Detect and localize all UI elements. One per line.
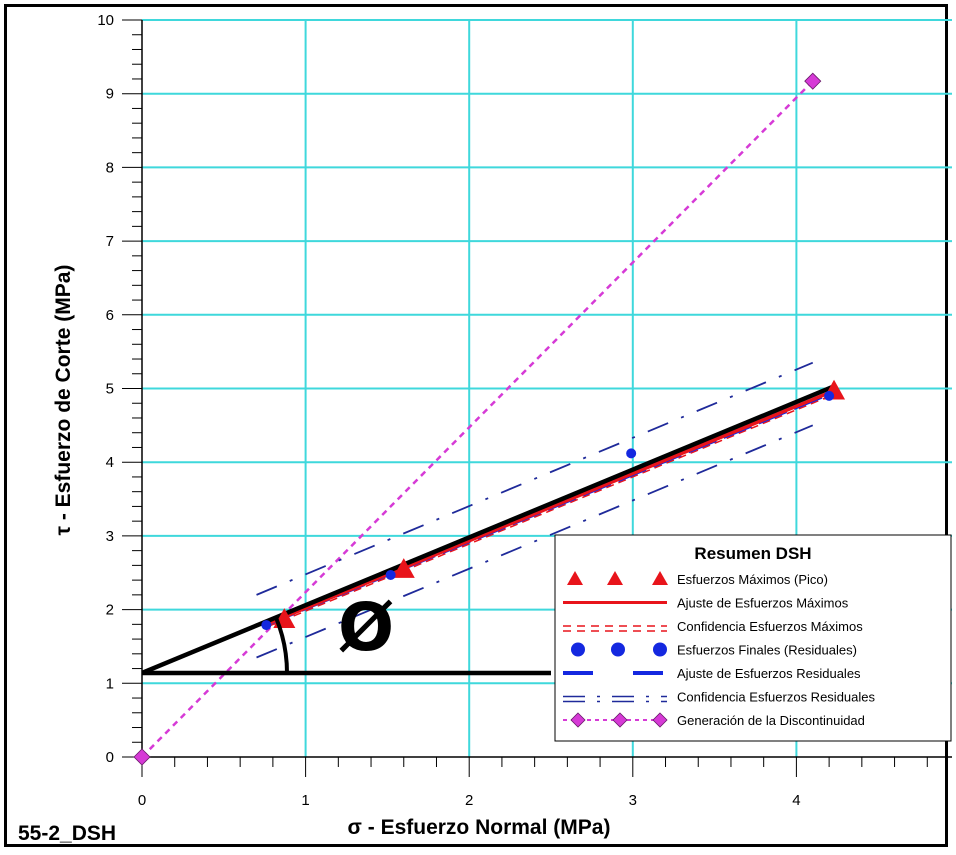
peak-stress-point xyxy=(392,558,415,578)
legend-marker xyxy=(607,571,623,585)
legend-entry: Ajuste de Esfuerzos Máximos xyxy=(563,596,849,611)
legend-label: Confidencia Esfuerzos Máximos xyxy=(677,619,863,634)
y-tick-label: 4 xyxy=(106,454,114,471)
y-axis-title: τ - Esfuerzo de Corte (MPa) xyxy=(52,265,75,536)
y-tick-label: 5 xyxy=(106,381,114,398)
angle-annotation xyxy=(133,72,822,766)
phi-angle-label: Ø xyxy=(338,589,394,666)
legend-marker xyxy=(567,571,583,585)
legend-marker xyxy=(652,571,668,585)
axes xyxy=(122,19,952,777)
x-tick-label: 0 xyxy=(138,792,146,809)
legend-label: Ajuste de Esfuerzos Máximos xyxy=(677,596,849,611)
discontinuity-point xyxy=(133,748,151,766)
y-tick-label: 1 xyxy=(106,675,114,692)
legend-box xyxy=(554,534,952,742)
y-tick-label: 2 xyxy=(106,602,114,619)
residual-stress-point xyxy=(824,390,835,401)
y-tick-label: 9 xyxy=(106,86,114,103)
y-tick-label: 6 xyxy=(106,307,114,324)
legend-entry: Esfuerzos Máximos (Pico) xyxy=(567,571,828,587)
legend-label: Ajuste de Esfuerzos Residuales xyxy=(677,666,861,681)
legend-symbol xyxy=(563,695,667,703)
y-tick-label: 10 xyxy=(97,12,114,29)
sample-code-label: 55-2_DSH xyxy=(18,822,116,845)
x-axis-title: σ - Esfuerzo Normal (MPa) xyxy=(348,816,611,839)
y-tick-label: 3 xyxy=(106,528,114,545)
peak-fit-line xyxy=(268,389,835,625)
data-layer xyxy=(142,80,846,758)
legend-marker xyxy=(653,642,667,657)
legend-marker xyxy=(611,642,625,657)
legend-symbol xyxy=(563,712,668,728)
legend-entry: Confidencia Esfuerzos Residuales xyxy=(563,690,875,705)
x-tick-label: 1 xyxy=(301,792,309,809)
legend-symbol xyxy=(571,642,667,657)
residual-confidence-lower xyxy=(256,424,814,659)
y-tick-label: 7 xyxy=(106,233,114,250)
legend-symbol xyxy=(563,625,667,632)
legend-label: Confidencia Esfuerzos Residuales xyxy=(677,690,875,705)
x-tick-label: 3 xyxy=(629,792,637,809)
discontinuity-point xyxy=(804,72,822,90)
residual-stress-point xyxy=(385,569,396,580)
legend-marker xyxy=(571,642,585,657)
legend-entries: Esfuerzos Máximos (Pico) Ajuste de Esfuer… xyxy=(563,571,875,728)
legend-marker xyxy=(612,712,628,728)
angle-arc xyxy=(274,616,289,673)
peak-confidence-lower xyxy=(269,393,835,627)
tick-labels: 012345678910012345 xyxy=(97,12,956,809)
friction-line xyxy=(142,384,835,676)
legend-entry: Confidencia Esfuerzos Máximos xyxy=(563,619,863,634)
residual-stress-point xyxy=(626,448,637,459)
x-tick-label: 4 xyxy=(792,792,800,809)
legend: Resumen DSH Esfuerzos Máximos (Pico) Ajus… xyxy=(554,534,952,742)
legend-label: Generación de la Discontinuidad xyxy=(677,713,865,728)
discontinuity-line xyxy=(142,80,814,758)
y-tick-label: 8 xyxy=(106,159,114,176)
legend-entry: Esfuerzos Finales (Residuales) xyxy=(571,642,857,658)
y-tick-label: 0 xyxy=(106,749,114,766)
legend-entry: Generación de la Discontinuidad xyxy=(563,712,865,728)
legend-title: Resumen DSH xyxy=(694,544,811,563)
legend-label: Esfuerzos Finales (Residuales) xyxy=(677,643,857,658)
legend-marker xyxy=(652,712,668,728)
legend-label: Esfuerzos Máximos (Pico) xyxy=(677,572,828,587)
legend-entry: Ajuste de Esfuerzos Residuales xyxy=(563,666,861,681)
residual-stress-point xyxy=(261,620,272,631)
x-tick-label: 2 xyxy=(465,792,473,809)
legend-symbol xyxy=(567,571,668,585)
legend-marker xyxy=(570,712,586,728)
residual-confidence-upper xyxy=(256,361,814,596)
